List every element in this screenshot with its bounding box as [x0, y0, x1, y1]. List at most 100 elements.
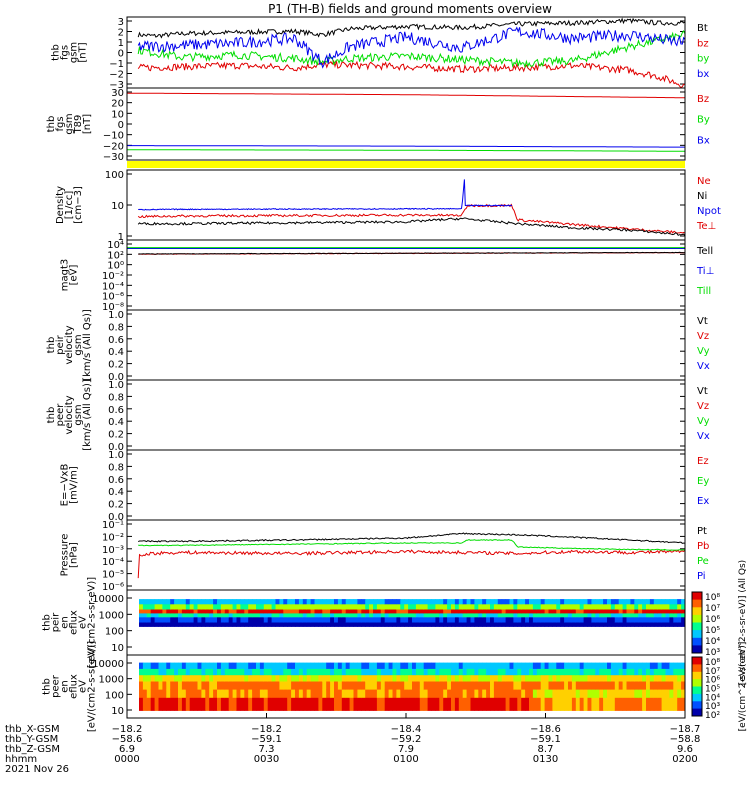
spectrogram-cell — [579, 668, 585, 676]
spectrogram-cell — [626, 609, 631, 614]
spectrogram-cell — [669, 617, 674, 623]
spectrogram-cell — [365, 622, 370, 627]
spectrogram-cell — [201, 675, 206, 682]
spectrogram-cell — [474, 697, 479, 711]
spectrogram-cell — [513, 622, 518, 627]
spectrogram-cell — [439, 697, 444, 711]
spectrogram-cell — [166, 609, 171, 614]
spectrogram-cell — [240, 622, 245, 627]
spectrogram-cell — [337, 622, 343, 627]
spectrogram-cell — [657, 609, 663, 614]
spectrogram-cell — [217, 622, 222, 627]
spectrogram-cell — [162, 675, 167, 682]
spectrogram-cell — [478, 599, 483, 605]
spectrogram-cell — [400, 668, 405, 676]
spectrogram-cell — [552, 675, 557, 682]
spectrogram-cell — [521, 609, 526, 614]
spectrogram-cell — [423, 609, 429, 614]
spectrogram-cell — [388, 675, 393, 682]
spectrogram-cell — [478, 668, 483, 676]
spectrogram-cell — [275, 689, 280, 699]
spectrogram-cell — [337, 675, 343, 682]
spectrogram-cell — [653, 622, 659, 627]
spectrogram-cell — [505, 668, 510, 676]
spectrogram-cell — [419, 675, 425, 682]
spectrogram-cell — [673, 604, 678, 610]
spectrogram-cell — [256, 689, 261, 699]
spectrogram-cell — [591, 617, 596, 623]
spectrogram-cell — [326, 613, 331, 618]
spectrogram-cell — [197, 609, 202, 614]
spectrogram-cell — [505, 681, 510, 691]
spectrogram-cell — [622, 622, 627, 627]
spectrogram-cell — [466, 675, 471, 682]
panel-7-ylabel: E=−VxB — [60, 464, 71, 507]
spectrogram-cell — [224, 599, 230, 605]
spectrogram-cell — [681, 681, 686, 691]
spectrogram-cell — [614, 609, 620, 614]
spectrogram-cell — [462, 617, 468, 623]
spectrogram-cell — [232, 617, 237, 623]
spectrogram-cell — [626, 622, 631, 627]
spectrogram-cell — [564, 617, 569, 623]
spectrogram-cell — [248, 599, 253, 605]
spectrogram-cell — [201, 622, 206, 627]
spectrogram-cell — [166, 668, 171, 676]
spectrogram-cell — [599, 599, 604, 605]
spectrogram-cell — [677, 622, 682, 627]
spectrogram-cell — [575, 613, 581, 618]
legend-vt: Vt — [697, 386, 708, 397]
spectrogram-cell — [579, 604, 585, 610]
spectrogram-cell — [451, 681, 456, 691]
spectrogram-cell — [564, 622, 569, 627]
spectrogram-cell — [326, 662, 331, 670]
spectrogram-cell — [431, 689, 436, 699]
spectrogram-cell — [361, 604, 366, 610]
spectrogram-cell — [501, 609, 507, 614]
spectrogram-cell — [552, 609, 557, 614]
spectrogram-cell — [579, 689, 585, 699]
spectrogram-cell — [462, 697, 468, 711]
spectrogram-cell — [677, 599, 682, 605]
spectrogram-cell — [326, 689, 331, 699]
spectrogram-cell — [447, 622, 452, 627]
spectrogram-cell — [271, 622, 276, 627]
legend-vz: Vz — [697, 331, 709, 342]
spectrogram-cell — [139, 622, 144, 627]
spectrogram-cell — [302, 609, 308, 614]
spectrogram-cell — [166, 604, 171, 610]
spectrogram-cell — [568, 689, 573, 699]
spectrogram-cell — [451, 689, 456, 699]
spectrogram-cell — [228, 613, 234, 618]
spectrogram-cell — [462, 599, 468, 605]
spectrogram-cell — [665, 613, 670, 618]
spectrogram-cell — [657, 613, 663, 618]
spectrogram-cell — [209, 599, 214, 605]
spectrogram-cell — [501, 697, 507, 711]
spectrogram-cell — [337, 689, 343, 699]
spectrogram-cell — [466, 604, 471, 610]
colorbar-segment — [692, 592, 702, 601]
spectrogram-cell — [396, 599, 401, 605]
spectrogram-cell — [646, 668, 651, 676]
spectrogram-cell — [287, 681, 292, 691]
spectrogram-cell — [669, 681, 674, 691]
spectrogram-cell — [139, 613, 144, 618]
spectrogram-cell — [556, 675, 561, 682]
spectrogram-cell — [462, 609, 468, 614]
spectrogram-cell — [536, 675, 542, 682]
spectrogram-cell — [295, 622, 300, 627]
ytick-label: 10⁻³ — [102, 545, 124, 556]
spectrogram-cell — [384, 675, 390, 682]
spectrogram-cell — [162, 609, 167, 614]
spectrogram-cell — [185, 609, 191, 614]
spectrogram-cell — [661, 697, 666, 711]
spectrogram-cell — [259, 622, 265, 627]
spectrogram-cell — [646, 681, 651, 691]
spectrogram-cell — [521, 697, 526, 711]
spectrogram-cell — [618, 697, 624, 711]
spectrogram-cell — [470, 617, 475, 623]
spectrogram-cell — [493, 613, 499, 618]
